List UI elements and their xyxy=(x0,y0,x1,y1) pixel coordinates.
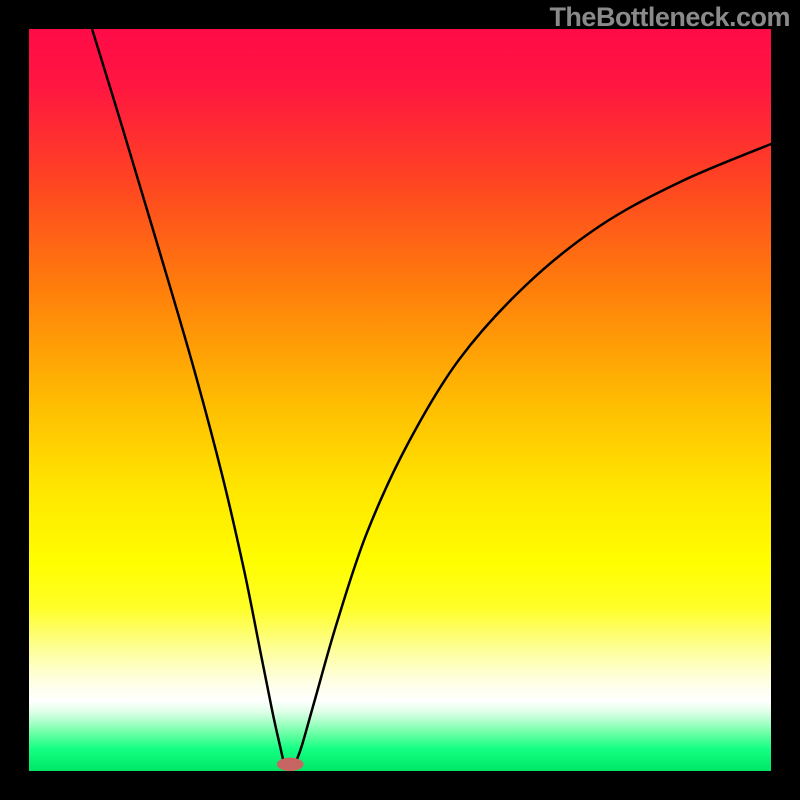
chart-frame: TheBottleneck.com xyxy=(0,0,800,800)
bottleneck-chart xyxy=(0,0,800,800)
minimum-marker xyxy=(277,758,304,771)
chart-background xyxy=(29,29,771,771)
watermark-text: TheBottleneck.com xyxy=(549,2,790,33)
